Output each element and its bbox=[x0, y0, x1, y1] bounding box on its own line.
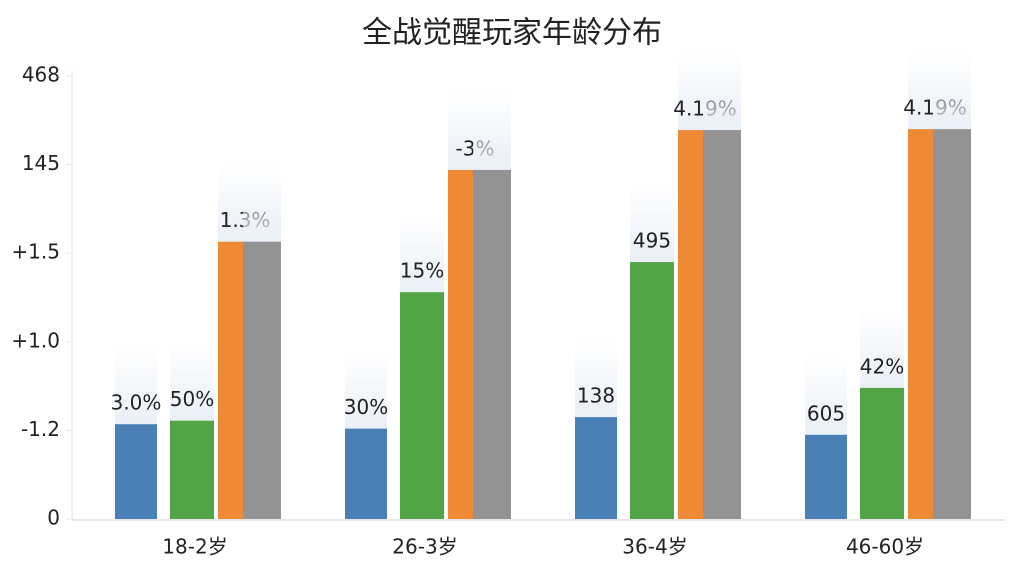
y-tick-label: 468 bbox=[22, 63, 60, 87]
bar-backdrop bbox=[703, 50, 741, 131]
bar bbox=[908, 129, 933, 519]
bar bbox=[115, 424, 157, 519]
bar-backdrop bbox=[678, 50, 703, 131]
bar bbox=[630, 262, 674, 519]
bar-backdrop bbox=[805, 354, 847, 435]
bar-backdrop bbox=[860, 307, 904, 388]
bar-backdrop bbox=[908, 49, 933, 130]
bar-backdrop bbox=[400, 212, 444, 293]
bar-backdrop bbox=[575, 337, 617, 418]
bar-backdrop bbox=[473, 89, 511, 170]
bar-backdrop bbox=[170, 340, 214, 421]
x-tick-label: 36-4岁 bbox=[622, 535, 687, 559]
bar-backdrop bbox=[345, 348, 387, 429]
bar bbox=[860, 387, 904, 519]
data-label: 50% bbox=[170, 387, 214, 411]
bar bbox=[575, 417, 617, 519]
bar-backdrop bbox=[448, 89, 473, 170]
data-label: 495 bbox=[633, 229, 671, 253]
bar bbox=[345, 428, 387, 519]
data-label: 15% bbox=[400, 259, 444, 283]
data-label: 605 bbox=[807, 401, 845, 425]
y-tick-label: 145 bbox=[22, 151, 60, 175]
data-label: 3.0% bbox=[111, 391, 162, 415]
bar-backdrop bbox=[218, 161, 243, 242]
bar bbox=[400, 292, 444, 519]
x-tick-label: 18-2岁 bbox=[162, 535, 227, 559]
bar-backdrop bbox=[115, 344, 157, 425]
y-tick-label: 0 bbox=[47, 506, 60, 530]
chart-title: 全战觉醒玩家年龄分布 bbox=[362, 16, 662, 51]
data-label: 42% bbox=[860, 354, 904, 378]
y-tick-label: -1.2 bbox=[21, 417, 60, 441]
bar bbox=[703, 130, 741, 519]
bar bbox=[243, 241, 281, 519]
bar bbox=[933, 129, 971, 519]
bar bbox=[473, 169, 511, 519]
bar-backdrop bbox=[243, 161, 281, 242]
bar bbox=[678, 130, 703, 519]
bar bbox=[448, 169, 473, 519]
x-tick-label: 26-3岁 bbox=[392, 535, 457, 559]
bar bbox=[805, 434, 847, 519]
data-label: 30% bbox=[344, 395, 388, 419]
bar bbox=[170, 420, 214, 519]
bar-backdrop bbox=[630, 182, 674, 263]
y-tick-label: +1.5 bbox=[11, 240, 60, 264]
x-tick-label: 46-60岁 bbox=[846, 535, 924, 559]
data-label: 138 bbox=[577, 384, 615, 408]
bar-backdrop bbox=[933, 49, 971, 130]
bar bbox=[218, 241, 243, 519]
y-tick-label: +1.0 bbox=[11, 328, 60, 352]
